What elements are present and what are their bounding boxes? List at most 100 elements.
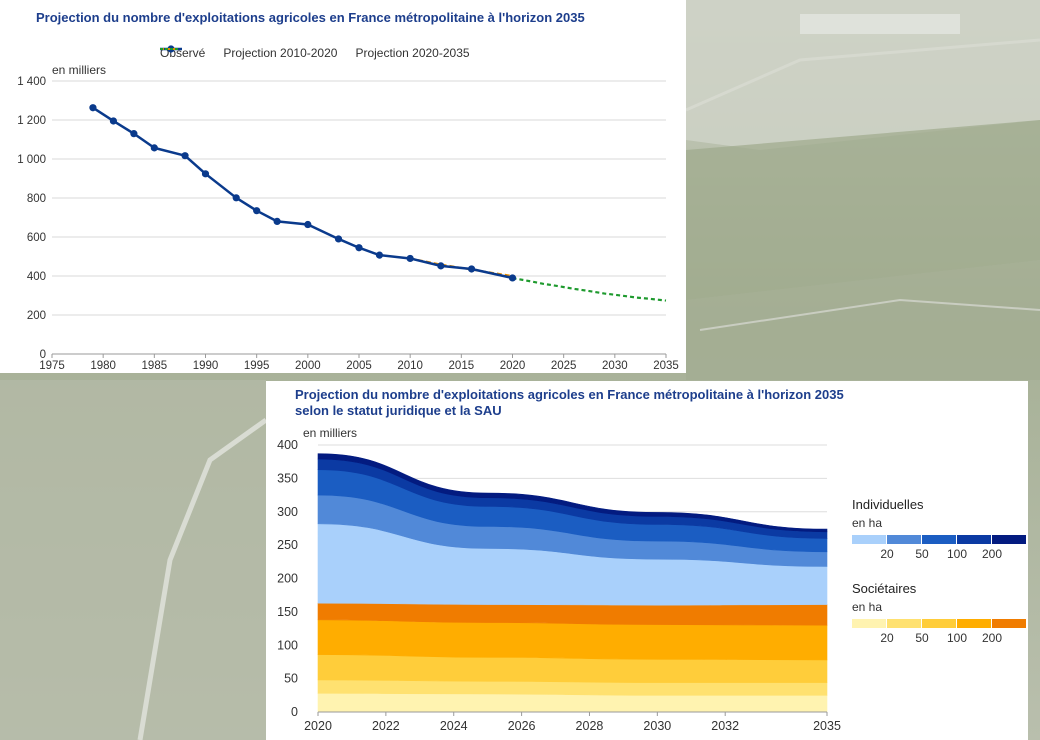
observed-point bbox=[130, 130, 138, 138]
x-tick-label: 2032 bbox=[711, 719, 739, 733]
chart2-unit-label: en milliers bbox=[303, 426, 358, 440]
series-line-2 bbox=[512, 277, 667, 302]
legend-swatch bbox=[887, 535, 921, 544]
observed-point bbox=[181, 152, 189, 160]
observed-point bbox=[201, 170, 210, 178]
observed-point bbox=[334, 235, 343, 243]
legend-swatch bbox=[852, 535, 886, 544]
legend-swatch bbox=[852, 619, 886, 628]
legend-proj2020-swatch bbox=[160, 48, 178, 50]
legend-swatch bbox=[992, 619, 1026, 628]
chart1-unit-label: en milliers bbox=[52, 63, 107, 77]
x-tick-label: 2022 bbox=[372, 719, 400, 733]
x-tick-label: 1975 bbox=[39, 360, 65, 372]
legend-individuelles-breaks: 20 50 100 200 bbox=[852, 544, 1028, 561]
legend-individuelles-break: 20 bbox=[880, 547, 894, 561]
observed-point bbox=[304, 220, 312, 229]
legend-societaires: Sociétaires en ha 20 50 100 200 bbox=[852, 581, 1028, 645]
x-tick-label: 2026 bbox=[508, 719, 536, 733]
chart1-legend: Observé Projection 2010-2020 Projection … bbox=[160, 44, 580, 62]
observed-point bbox=[467, 265, 476, 273]
legend-proj2010-label: Projection 2010-2020 bbox=[223, 46, 338, 60]
y-tick-label: 800 bbox=[27, 193, 46, 205]
y-tick-label: 400 bbox=[277, 438, 298, 452]
legend-individuelles-break: 100 bbox=[946, 547, 968, 561]
observed-point bbox=[437, 262, 445, 270]
y-tick-label: 1 000 bbox=[17, 154, 46, 166]
legend-swatch bbox=[887, 619, 921, 628]
legend-swatch bbox=[992, 535, 1026, 544]
legend-societaires-break: 200 bbox=[981, 631, 1003, 645]
x-tick-label: 2020 bbox=[304, 719, 332, 733]
x-tick-label: 1980 bbox=[90, 360, 116, 372]
legend-swatch bbox=[957, 535, 991, 544]
y-tick-label: 300 bbox=[277, 505, 298, 519]
x-tick-label: 2030 bbox=[602, 360, 628, 372]
legend-swatch bbox=[922, 535, 956, 544]
y-tick-label: 250 bbox=[277, 538, 298, 552]
x-tick-label: 2035 bbox=[653, 360, 679, 372]
x-tick-label: 2015 bbox=[449, 360, 475, 372]
legend-proj2020-label: Projection 2020-2035 bbox=[355, 46, 470, 60]
legend-societaires-unit: en ha bbox=[852, 600, 883, 614]
x-tick-label: 2020 bbox=[500, 360, 526, 372]
x-tick-label: 1995 bbox=[244, 360, 270, 372]
legend-individuelles-title: Individuelles bbox=[852, 497, 924, 512]
legend-societaires-break: 20 bbox=[880, 631, 894, 645]
x-tick-label: 2025 bbox=[551, 360, 577, 372]
x-tick-label: 1990 bbox=[193, 360, 219, 372]
area-band bbox=[317, 619, 828, 661]
legend-individuelles-unit: en ha bbox=[852, 516, 883, 530]
legend-individuelles-swatches bbox=[852, 535, 1028, 544]
y-tick-label: 0 bbox=[291, 705, 298, 719]
y-tick-label: 50 bbox=[284, 672, 298, 686]
legend-societaires-break: 50 bbox=[915, 631, 929, 645]
legend-societaires-swatches bbox=[852, 619, 1028, 628]
observed-point bbox=[406, 254, 414, 263]
x-tick-label: 1985 bbox=[142, 360, 168, 372]
y-tick-label: 350 bbox=[277, 471, 298, 485]
x-tick-label: 2028 bbox=[576, 719, 604, 733]
observed-point bbox=[150, 144, 158, 152]
legend-individuelles: Individuelles en ha 20 50 100 200 bbox=[852, 497, 1028, 561]
observed-point bbox=[253, 207, 261, 215]
chart2-title: Projection du nombre d'exploitations agr… bbox=[295, 387, 844, 418]
area-band bbox=[317, 453, 828, 533]
series-line-0 bbox=[92, 106, 513, 280]
x-tick-label: 2035 bbox=[813, 719, 841, 733]
observed-point bbox=[273, 217, 281, 225]
chart2-plot: 0 50 100 150 200 250 300 350 400 2020 2022 2024 2026… bbox=[277, 438, 841, 733]
observed-point bbox=[508, 274, 517, 282]
legend-societaires-title: Sociétaires bbox=[852, 581, 917, 596]
y-tick-label: 100 bbox=[277, 638, 298, 652]
x-tick-label: 2000 bbox=[295, 360, 321, 372]
observed-point bbox=[232, 194, 240, 202]
y-tick-label: 1 400 bbox=[17, 76, 46, 88]
legend-swatch bbox=[957, 619, 991, 628]
y-tick-label: 150 bbox=[277, 605, 298, 619]
chart1-plot: 0 200 400 600 800 1 000 1 200 1 400 1975 1980 1985… bbox=[17, 76, 679, 372]
legend-individuelles-break: 50 bbox=[915, 547, 929, 561]
chart1-title: Projection du nombre d'exploitations agr… bbox=[36, 10, 585, 25]
observed-point bbox=[355, 244, 363, 252]
y-tick-label: 200 bbox=[277, 572, 298, 586]
legend-swatch bbox=[922, 619, 956, 628]
observed-point bbox=[109, 117, 117, 125]
area-chart-panel: Projection du nombre d'exploitations agr… bbox=[266, 381, 1028, 740]
legend-societaires-break: 100 bbox=[946, 631, 968, 645]
legend-societaires-breaks: 20 50 100 200 bbox=[852, 628, 1028, 645]
line-chart-panel: Projection du nombre d'exploitations agr… bbox=[0, 0, 686, 373]
area-band bbox=[317, 693, 828, 713]
x-tick-label: 2010 bbox=[397, 360, 423, 372]
legend-item-proj2020: Projection 2020-2035 bbox=[160, 46, 470, 60]
observed-point bbox=[375, 251, 384, 259]
x-tick-label: 2005 bbox=[346, 360, 372, 372]
y-tick-label: 400 bbox=[27, 271, 46, 283]
y-tick-label: 600 bbox=[27, 232, 46, 244]
x-tick-label: 2030 bbox=[643, 719, 671, 733]
y-tick-label: 0 bbox=[40, 349, 46, 361]
x-tick-label: 2024 bbox=[440, 719, 468, 733]
legend-individuelles-break: 200 bbox=[981, 547, 1003, 561]
observed-point bbox=[89, 104, 97, 112]
y-tick-label: 200 bbox=[27, 310, 46, 322]
